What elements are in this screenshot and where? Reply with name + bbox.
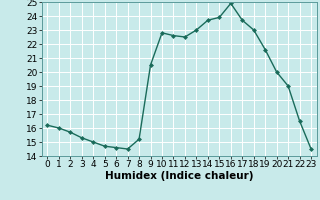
X-axis label: Humidex (Indice chaleur): Humidex (Indice chaleur) — [105, 171, 253, 181]
